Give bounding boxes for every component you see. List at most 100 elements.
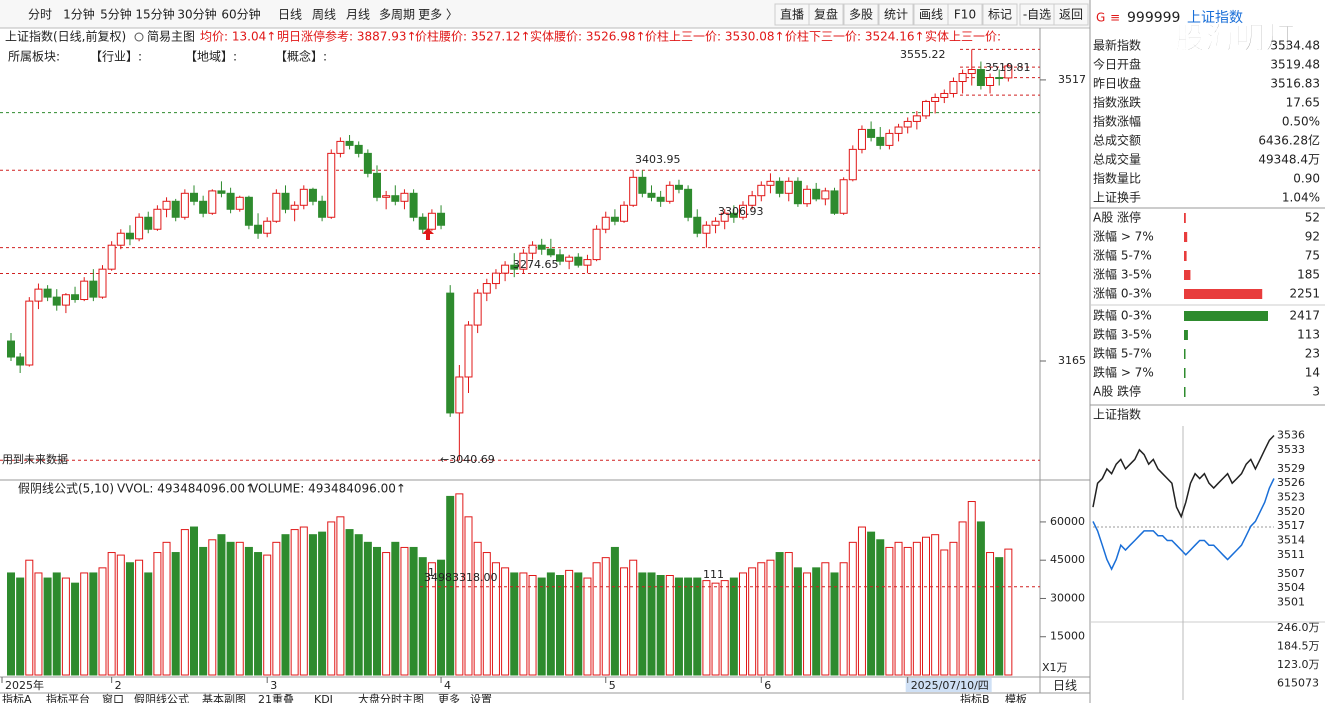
stat-label: 指数涨幅: [1093, 114, 1141, 129]
stat-label: 总成交额: [1093, 133, 1141, 148]
stat-label: 今日开盘: [1093, 57, 1141, 72]
volume-bar: [318, 531, 327, 676]
bottom-tab[interactable]: 设置: [470, 693, 492, 703]
volume-bar: [382, 552, 391, 676]
bottom-tab[interactable]: 模板: [1005, 692, 1027, 703]
candle-body: [16, 356, 25, 366]
y-tick-label: 3517: [1058, 73, 1086, 86]
breadth-bar: [1184, 251, 1187, 261]
bottom-tab[interactable]: 21重叠: [258, 692, 294, 703]
toolbar-button[interactable]: 画线: [919, 8, 943, 22]
period-tab[interactable]: 5分钟: [100, 7, 132, 22]
bottom-tab[interactable]: 假阴线公式: [134, 692, 189, 703]
volume-bar: [574, 572, 583, 676]
breadth-value: 52: [1305, 211, 1320, 225]
toolbar-button[interactable]: -自选: [1023, 8, 1051, 22]
indicator-value: 价柱下三一价: 3524.16↑: [785, 29, 925, 44]
y-tick-label: 3514: [1277, 533, 1305, 546]
toolbar-button[interactable]: 直播: [780, 8, 804, 22]
flag: G: [1096, 11, 1105, 25]
candle-body: [958, 73, 967, 83]
candle-body: [354, 144, 363, 154]
volume-bar: [757, 562, 766, 676]
y-tick-label: 3529: [1277, 462, 1305, 475]
template-name[interactable]: 简易主图: [147, 30, 195, 44]
volume-bar: [684, 577, 693, 676]
volume-bar: [226, 541, 235, 676]
candle-body: [693, 216, 702, 234]
volume-bar: [784, 552, 793, 676]
volume-bar: [885, 546, 894, 676]
toolbar-button[interactable]: F10: [954, 8, 976, 22]
volume-bar: [976, 521, 985, 676]
candle-body: [373, 172, 381, 198]
candle-body: [400, 192, 409, 202]
menu-icon[interactable]: ≡: [1110, 11, 1120, 25]
volume-bar: [519, 572, 528, 676]
volume-bar: [34, 572, 43, 676]
bottom-tab[interactable]: 指标B: [960, 692, 990, 703]
period-label: 日线: [1053, 679, 1077, 693]
period-tab[interactable]: 30分钟: [177, 7, 216, 22]
candle-body: [491, 272, 500, 285]
volume-bar: [501, 567, 510, 676]
volume-bar: [290, 529, 299, 676]
candle-body: [647, 192, 656, 198]
bottom-tab[interactable]: 基本副图: [202, 692, 246, 703]
breadth-value: 75: [1305, 249, 1320, 263]
volume-bar: [373, 546, 381, 676]
candle-body: [345, 140, 354, 146]
candle-body: [821, 190, 830, 200]
price-annotation: 3555.22: [900, 48, 946, 61]
candle-body: [318, 200, 327, 218]
bottom-tab[interactable]: 指标平台: [46, 692, 90, 703]
candle-body: [674, 184, 683, 190]
period-tab[interactable]: 多周期: [379, 8, 415, 22]
toolbar-button[interactable]: 标记: [988, 8, 1012, 22]
candle-body: [656, 196, 665, 202]
toolbar-button-frame: [808, 3, 844, 26]
period-tab[interactable]: 分时: [28, 8, 52, 22]
toolbar-button[interactable]: 统计: [884, 8, 908, 22]
candle-body: [931, 96, 940, 102]
period-tab[interactable]: 日线: [278, 8, 302, 22]
y-tick-label: 3507: [1277, 567, 1305, 580]
bottom-tab[interactable]: 大盘分时主图: [358, 692, 424, 703]
price-line: [1092, 434, 1275, 519]
period-tab[interactable]: 60分钟: [221, 7, 260, 22]
period-tab[interactable]: 月线: [346, 8, 370, 22]
period-tab[interactable]: 1分钟: [63, 7, 95, 22]
volume-bar: [867, 531, 876, 676]
candle-body: [382, 195, 391, 198]
toolbar-button[interactable]: 多股: [849, 8, 873, 22]
period-tab[interactable]: 15分钟: [135, 7, 174, 22]
volume-bar: [839, 562, 848, 676]
volume-annotation: 34983318.00: [424, 571, 497, 584]
period-tab[interactable]: 周线: [312, 8, 336, 22]
panel-title: 上证指数: [1093, 407, 1141, 422]
volume-bar: [180, 529, 189, 676]
breadth-value: 113: [1297, 328, 1320, 342]
toolbar-button-frame: [843, 3, 879, 26]
bottom-tab[interactable]: 窗口: [102, 692, 124, 703]
breadth-bar: [1184, 330, 1188, 340]
candle-body: [912, 115, 921, 122]
candle-body: [190, 192, 198, 202]
bottom-tab[interactable]: 更多: [438, 692, 460, 703]
period-tab[interactable]: 更多 〉: [418, 8, 458, 22]
breadth-value: 2417: [1289, 309, 1320, 323]
breadth-label: 涨幅 3-5%: [1093, 267, 1152, 282]
bottom-tab[interactable]: 指标A: [2, 692, 32, 703]
bottom-tab[interactable]: KDJ: [314, 693, 333, 703]
candle-body: [7, 340, 15, 358]
candle-body: [793, 180, 802, 205]
toolbar-button[interactable]: 返回: [1059, 8, 1083, 22]
volume-bar: [857, 526, 866, 676]
candle-body: [812, 188, 821, 200]
toolbar-button[interactable]: 复盘: [814, 7, 838, 22]
candle-body: [684, 188, 693, 218]
volume-bar: [629, 559, 638, 676]
volume-bar: [986, 552, 995, 676]
candle-body: [711, 220, 720, 226]
